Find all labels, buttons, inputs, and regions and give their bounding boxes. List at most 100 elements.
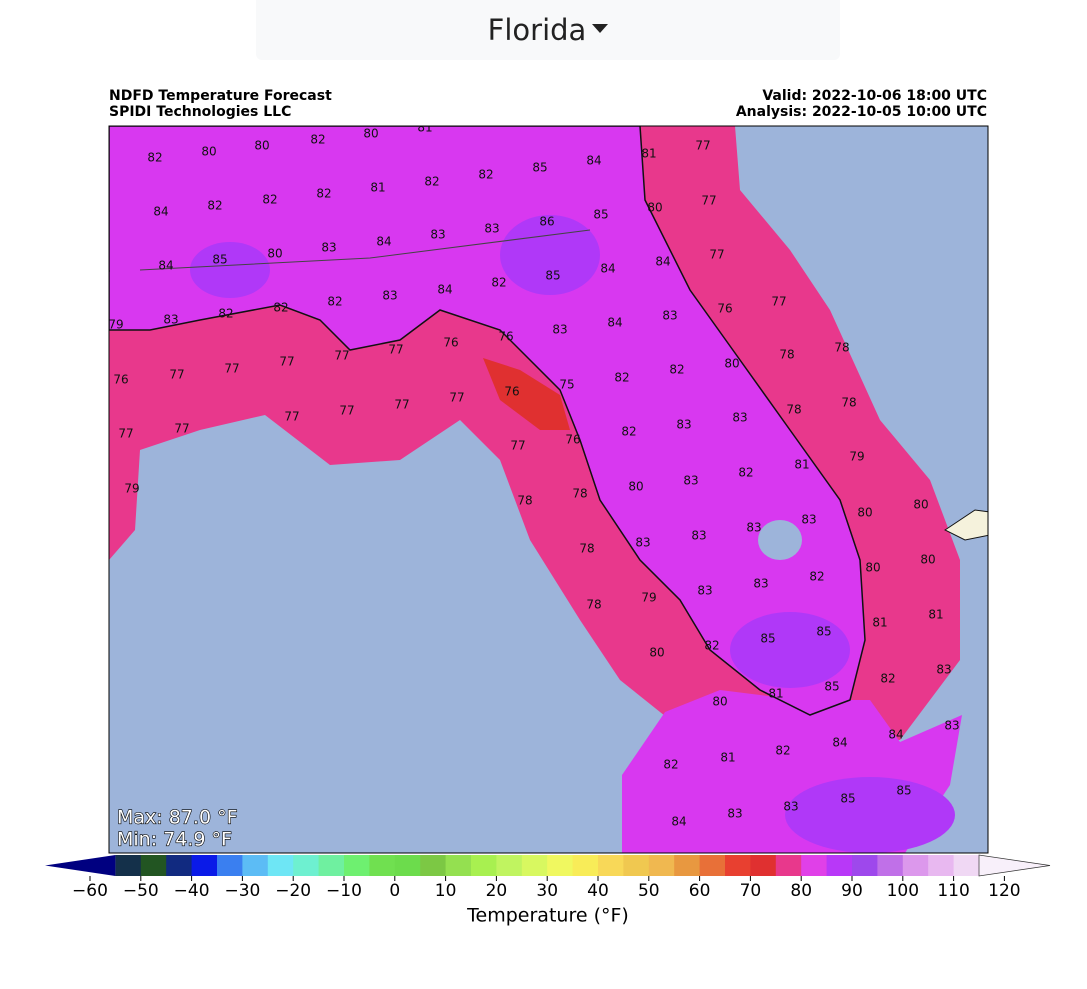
caret[interactable] [592, 23, 609, 33]
colorbar-bin [369, 855, 396, 876]
lake [758, 520, 802, 560]
colorbar-tick-label: 40 [587, 881, 609, 901]
temp-label: 83 [430, 228, 445, 242]
temp-label: 80 [201, 145, 216, 159]
temp-label: 75 [559, 378, 574, 392]
colorbar-tick-label: −40 [174, 881, 210, 901]
temp-label: 80 [267, 247, 282, 261]
temp-label: 83 [484, 222, 499, 236]
colorbar-bin [623, 855, 650, 876]
temp-label: 84 [586, 154, 601, 168]
colorbar-over [978, 854, 1051, 877]
temp-label: 84 [655, 255, 670, 269]
colorbar-tick-label: −60 [72, 881, 108, 901]
temp-label: 78 [579, 542, 594, 556]
temp-label: 85 [840, 792, 855, 806]
temp-label: 77 [510, 439, 525, 453]
colorbar-tick-label: −10 [326, 881, 362, 901]
colorbar-bin [242, 855, 269, 876]
temp-label: 82 [704, 639, 719, 653]
colorbar-bin [191, 855, 218, 876]
temp-label: 84 [888, 728, 903, 742]
map-frame [108, 125, 989, 854]
temp-label: 77 [449, 391, 464, 405]
temp-label: 76 [717, 302, 732, 316]
colorbar-under [45, 855, 116, 876]
temp-label: 82 [614, 371, 629, 385]
temp-label: 85 [824, 680, 839, 694]
temp-label: 82 [491, 276, 506, 290]
colorbar-tick-label: 90 [841, 881, 863, 901]
temp-label: 82 [147, 151, 162, 165]
temp-label: 84 [437, 283, 452, 297]
temp-label: 81 [370, 181, 385, 195]
colorbar-bin [699, 855, 726, 876]
temp-label: 82 [310, 133, 325, 147]
temp-label: 83 [662, 309, 677, 323]
temp-label: 80 [363, 127, 378, 141]
warm-patch [500, 215, 600, 295]
temp-label: 77 [284, 410, 299, 424]
colorbar-bin [166, 855, 193, 876]
temp-label: 77 [709, 248, 724, 262]
temp-label: 83 [801, 513, 816, 527]
colorbar-bin [572, 855, 599, 876]
colorbar-bin [598, 855, 624, 876]
colorbar-bin [826, 855, 853, 876]
temp-label: 78 [786, 403, 801, 417]
temp-label: 83 [944, 719, 959, 733]
temp-label: 83 [552, 323, 567, 337]
temp-label: 78 [517, 494, 532, 508]
title: NDFD Temperature Forecast [109, 88, 332, 104]
temp-label: 81 [872, 616, 887, 630]
temp-label: 85 [760, 632, 775, 646]
temp-label: 84 [95, 263, 110, 277]
valid-time: Valid: 2022-10-06 18:00 UTC [762, 88, 987, 104]
colorbar-bin [445, 855, 472, 876]
map: 82 80 81 82 80 80 85 84 81 77 81 82 82 82 82 82 84 83 85 80… [95, 126, 988, 853]
warm-patch [785, 777, 955, 853]
temp-label: 85 [532, 161, 547, 175]
temp-label: 84 [376, 235, 391, 249]
temp-label: 79 [108, 318, 123, 332]
temp-label: 84 [832, 736, 847, 750]
temp-label: 81 [794, 458, 809, 472]
temp-label: 77 [394, 398, 409, 412]
colorbar-bin [140, 855, 167, 876]
temp-label: 80 [913, 498, 928, 512]
temp-label: 81 [768, 687, 783, 701]
colorbar-tick-label: 120 [988, 881, 1020, 901]
temp-label: 86 [539, 215, 554, 229]
temp-label: 81 [720, 751, 735, 765]
colorbar-tick-label: 110 [937, 881, 969, 901]
temp-label: 76 [443, 336, 458, 350]
temp-label: 82 [669, 363, 684, 377]
region-dropdown[interactable]: Florida [256, 0, 840, 60]
colorbar-bin [775, 855, 802, 876]
temp-label: 80 [857, 506, 872, 520]
temp-label: 77 [388, 343, 403, 357]
colorbar-bin [217, 855, 243, 876]
temp-label: 77 [279, 355, 294, 369]
temp-label: 84 [158, 259, 173, 273]
subtitle: SPIDI Technologies LLC [109, 104, 291, 120]
colorbar-bin [547, 855, 574, 876]
dropdown-text[interactable]: Florida [487, 13, 587, 47]
temp-label: 80 [254, 139, 269, 153]
temp-label: 85 [896, 784, 911, 798]
colorbar-tick-label: 80 [790, 881, 812, 901]
temp-label: 76 [113, 373, 128, 387]
temp-label: 80 [724, 357, 739, 371]
temp-label: 77 [771, 295, 786, 309]
temp-label: 82 [262, 193, 277, 207]
temp-label: 83 [697, 584, 712, 598]
temp-label: 77 [174, 422, 189, 436]
temp-label: 84 [671, 815, 686, 829]
colorbar-bin [471, 855, 497, 876]
temp-label: 77 [169, 368, 184, 382]
temp-label: 82 [809, 570, 824, 584]
temp-label: 77 [339, 404, 354, 418]
land [109, 126, 866, 716]
temp-label: 83 [936, 663, 951, 677]
